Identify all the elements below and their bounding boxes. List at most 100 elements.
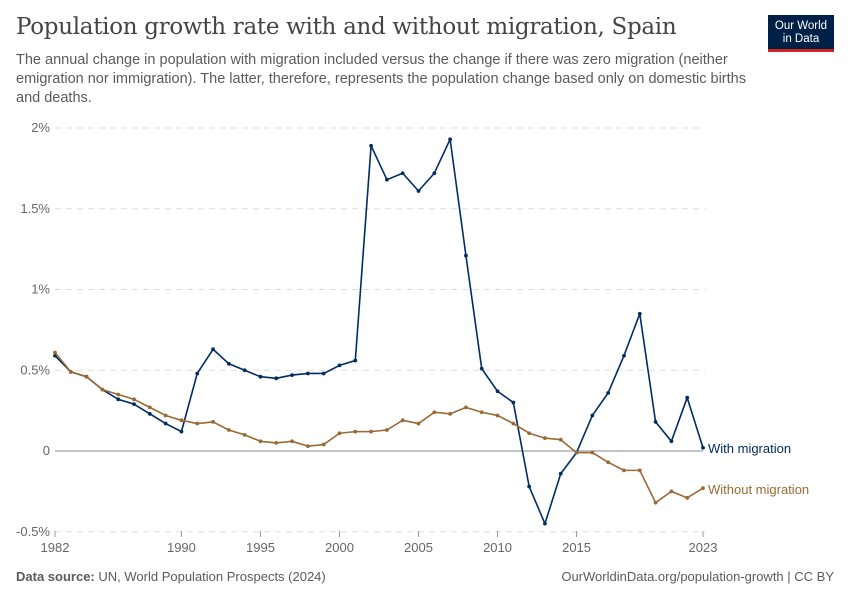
data-point-without-migration (701, 486, 705, 491)
data-point-with-migration (416, 189, 421, 193)
data-point-without-migration (84, 374, 89, 379)
series-label-with-migration: With migration (708, 441, 791, 456)
data-point-with-migration (464, 253, 468, 258)
x-tick-label: 1990 (167, 540, 196, 555)
owid-logo[interactable]: Our World in Data (768, 15, 834, 52)
chart-subtitle: The annual change in population with mig… (16, 52, 746, 106)
data-point-without-migration (163, 413, 168, 418)
data-point-without-migration (464, 405, 468, 410)
data-point-with-migration (179, 429, 184, 434)
data-point-without-migration (606, 460, 611, 465)
data-point-with-migration (495, 389, 500, 394)
data-point-without-migration (685, 495, 690, 500)
data-point-without-migration (637, 468, 642, 473)
source-text: UN, World Population Prospects (2024) (98, 569, 326, 584)
data-point-without-migration (448, 411, 453, 416)
data-point-with-migration (369, 143, 373, 148)
data-point-with-migration (558, 471, 563, 476)
data-point-without-migration (68, 369, 73, 374)
y-tick-label: 1% (31, 282, 50, 297)
y-tick-label: 0.5% (20, 362, 50, 377)
data-point-without-migration (669, 489, 674, 494)
x-tick-label: 2000 (325, 540, 354, 555)
data-point-without-migration (653, 500, 658, 505)
data-point-without-migration (337, 431, 342, 436)
data-point-without-migration (400, 418, 405, 423)
data-point-without-migration (590, 450, 595, 455)
data-point-without-migration (53, 350, 57, 355)
data-point-without-migration (479, 410, 484, 415)
data-point-without-migration (416, 421, 421, 426)
data-point-without-migration (116, 392, 121, 397)
data-point-with-migration (290, 373, 294, 377)
data-source: Data source: UN, World Population Prospe… (16, 569, 326, 584)
data-point-without-migration (385, 428, 389, 432)
data-point-with-migration (226, 361, 231, 366)
data-point-with-migration (527, 484, 532, 489)
y-tick-label: 0 (43, 443, 50, 458)
data-point-without-migration (321, 442, 326, 447)
logo-line1: Our World (774, 20, 828, 32)
data-point-without-migration (527, 431, 532, 436)
data-point-without-migration (147, 405, 152, 410)
series-line-with-migration (54, 138, 704, 525)
data-point-without-migration (558, 437, 563, 442)
data-point-without-migration (305, 444, 310, 449)
data-point-with-migration (606, 390, 611, 395)
data-point-without-migration (353, 429, 358, 434)
data-point-with-migration (653, 420, 658, 424)
data-point-without-migration (543, 436, 547, 440)
x-tick-label: 2005 (404, 540, 433, 555)
data-point-without-migration (226, 428, 231, 432)
data-point-without-migration (132, 397, 136, 402)
data-point-with-migration (147, 411, 152, 416)
data-point-without-migration (622, 468, 626, 473)
data-point-with-migration (385, 177, 389, 182)
data-point-with-migration (353, 358, 358, 363)
data-point-with-migration (400, 171, 405, 176)
x-tick-label: 2010 (483, 540, 512, 555)
data-point-with-migration (637, 311, 642, 316)
data-point-without-migration (211, 420, 215, 424)
data-point-with-migration (622, 353, 626, 358)
data-point-without-migration (242, 432, 247, 437)
data-point-without-migration (258, 439, 263, 444)
y-tick-label: -0.5% (16, 524, 50, 539)
data-point-with-migration (701, 445, 705, 450)
logo-line2: in Data (782, 33, 820, 45)
data-point-without-migration (274, 441, 279, 445)
chart-title: Population growth rate with and without … (16, 14, 677, 40)
data-point-with-migration (116, 397, 121, 402)
data-point-with-migration (274, 376, 279, 381)
data-point-with-migration (543, 521, 547, 526)
data-point-with-migration (479, 366, 484, 371)
data-point-with-migration (669, 439, 674, 444)
y-tick-label: 2% (31, 120, 50, 135)
data-point-with-migration (132, 402, 136, 407)
data-point-with-migration (258, 374, 263, 379)
data-point-with-migration (432, 171, 437, 176)
source-label: Data source: (16, 569, 95, 584)
data-point-with-migration (590, 413, 595, 418)
data-point-without-migration (195, 421, 200, 426)
series-line-without-migration (54, 351, 704, 504)
x-tick-label: 1982 (41, 540, 70, 555)
data-point-without-migration (574, 450, 579, 455)
data-point-without-migration (495, 413, 500, 418)
source-link[interactable]: OurWorldinData.org/population-growth | C… (561, 569, 834, 584)
data-point-without-migration (432, 410, 437, 415)
data-point-with-migration (195, 371, 200, 376)
data-point-with-migration (211, 347, 215, 352)
x-tick-label: 1995 (246, 540, 275, 555)
data-point-without-migration (179, 418, 184, 423)
data-point-without-migration (290, 439, 294, 444)
y-tick-label: 1.5% (20, 201, 50, 216)
data-point-with-migration (337, 363, 342, 368)
x-tick-label: 2023 (689, 540, 718, 555)
data-point-with-migration (163, 421, 168, 426)
x-tick-label: 2015 (562, 540, 591, 555)
data-point-without-migration (511, 421, 516, 426)
data-point-with-migration (242, 368, 247, 373)
data-point-with-migration (321, 371, 326, 376)
